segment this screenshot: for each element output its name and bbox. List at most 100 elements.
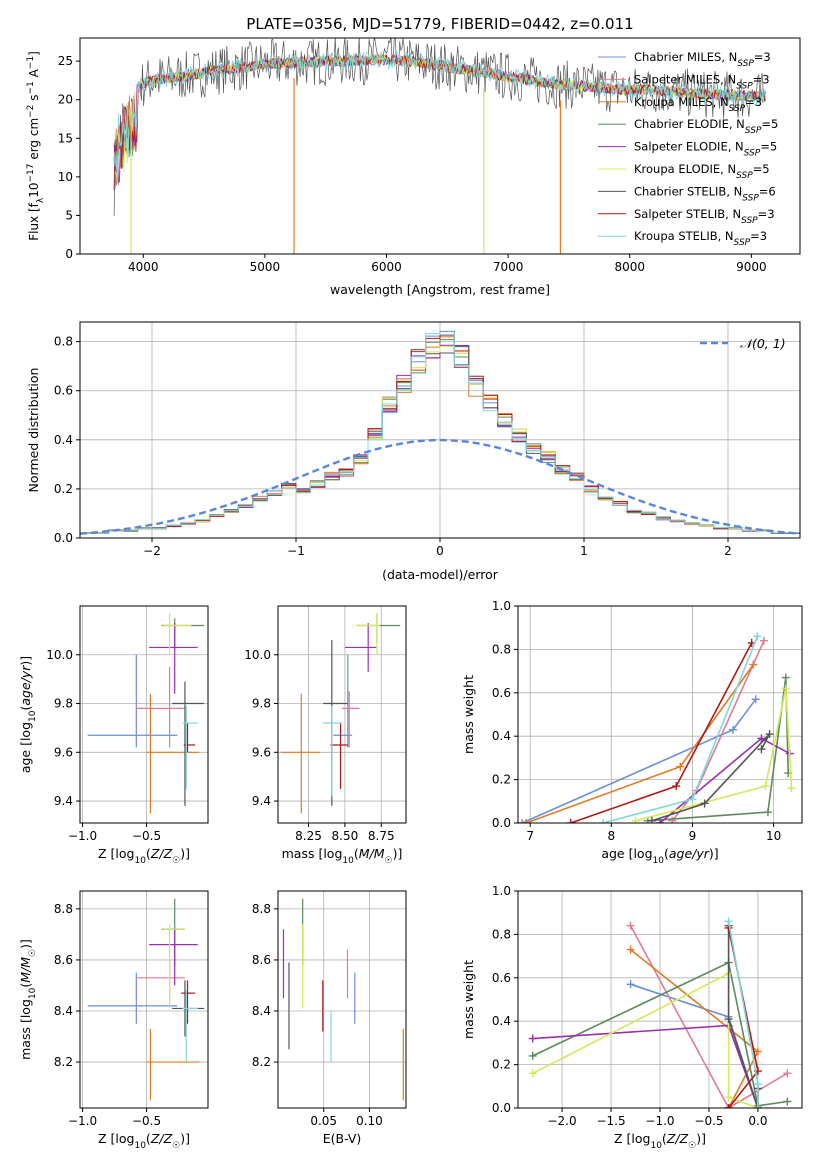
legend-label: Salpeter STELIB, NSSP=3 [634,207,775,226]
mw-vs-Z-series-line [532,961,788,1107]
mw-vs-age-ytick-label: 0.4 [492,729,511,743]
age-vs-Z-xtick-label: −0.5 [132,829,161,843]
histogram-ytick-label: 0.4 [54,433,73,447]
mw-vs-Z-marker [626,945,635,954]
mw-vs-age-marker [729,725,738,734]
mw-vs-Z-ytick-label: 0.6 [492,971,511,985]
mw-vs-Z-ytick-label: 0.0 [492,1101,511,1115]
legend-label: Salpeter MILES, NSSP=3 [634,72,770,91]
histogram-plot-area [80,330,800,535]
mass-vs-EBV-ytick-label: 8.8 [252,902,271,916]
age-vs-Z-errorbar-point [183,723,196,753]
mw-vs-Z-ytick-label: 0.2 [492,1058,511,1072]
mw-vs-Z-marker [626,921,635,930]
mw-vs-Z-marker [753,1080,762,1089]
histogram-ytick-label: 0.8 [54,335,73,349]
legend-label: Chabrier MILES, NSSP=3 [634,50,771,69]
spectrum-ytick-label: 5 [65,208,73,222]
mw-vs-age-marker [751,695,760,704]
gaussian-reference-curve [80,438,800,535]
age-vs-Z-errorbar-point [87,654,178,748]
age-vs-mass-frame [277,605,407,824]
mw-vs-age-marker [787,784,796,793]
mass-vs-EBV-axes: 0.05 0.10 8.2 8.4 8.6 8.8 E(B-V) [252,890,407,1146]
spectrum-line [113,49,766,184]
spectrum-ytick-label: 25 [58,54,73,68]
legend-label: Kroupa STELIB, NSSP=3 [634,229,767,248]
mw-vs-age-frame [517,605,803,824]
mw-vs-Z-series-line [532,1024,759,1108]
spectrum-ytick-label: 15 [58,131,73,145]
spectrum-xtick-label: 4000 [128,260,159,274]
mw-vs-age-plot-area [518,632,796,823]
legend-label: Salpeter ELODIE, NSSP=5 [634,140,777,159]
mass-vs-Z-errorbar-point [163,924,185,1009]
mw-vs-age-marker [566,819,575,823]
spectrum-xtick-label: 6000 [371,260,402,274]
mass-vs-Z-errorbar-point [181,980,196,1024]
mass-vs-Z-errorbar-point [149,929,198,986]
age-vs-mass-xtick-label: 8.75 [368,829,395,843]
histogram-xtick-label: −1 [287,544,305,558]
age-vs-mass-ytick-label: 10.0 [244,648,271,662]
mass-vs-Z-ylabel: mass [log10(M/M☉)] [18,939,38,1060]
age-vs-Z-errorbar-point [149,623,198,694]
mw-vs-Z-marker [724,1093,733,1102]
mw-vs-age-marker [759,636,768,645]
age-vs-mass-xtick-label: 8.50 [332,829,359,843]
mw-vs-Z-marker [783,1069,792,1078]
mw-vs-age-xtick-label: 7 [526,829,534,843]
mw-vs-Z-marker [724,917,733,926]
histogram-xtick-label: 2 [724,544,732,558]
age-vs-Z-errorbar-point [182,705,198,789]
mw-vs-Z-marker [626,980,635,989]
mw-vs-age-marker [631,816,640,823]
mw-vs-Z-marker [753,1047,762,1056]
mass-vs-Z-errorbar-point [182,990,198,1063]
mw-vs-age-marker [647,816,656,823]
mass-vs-EBV-ytick-label: 8.2 [252,1055,271,1069]
mw-vs-age-xtick-label: 9 [689,829,697,843]
age-vs-Z-frame [79,605,209,824]
histogram-step-line [80,333,800,534]
age-vs-mass-errorbar-point [280,693,321,814]
mw-vs-Z-marker [528,1034,537,1043]
mw-vs-Z-plot-area [528,917,792,1108]
age-vs-Z-errorbar-point [163,613,192,655]
histogram-ytick-label: 0.0 [54,531,73,545]
mw-vs-Z-marker [783,1097,792,1106]
age-vs-mass-errorbar-point [323,705,342,797]
mw-vs-Z-ytick-label: 0.8 [492,927,511,941]
age-vs-Z-ytick-label: 9.6 [54,745,73,759]
age-vs-Z-ylabel: age [log10(age/yr)] [18,656,38,773]
mw-vs-age-axes: 7 8 9 10 0.0 0.2 0.4 0.6 0.8 1.0 age [log10(age/yr… [461,599,803,866]
age-vs-mass-ytick-label: 9.4 [252,794,271,808]
mw-vs-age-marker [522,819,531,823]
spectrum-xtick-label: 8000 [614,260,645,274]
mw-vs-age-ylabel: mass weight [461,675,476,754]
mw-vs-age-marker [668,816,677,823]
mw-vs-Z-marker [724,1015,733,1024]
mass-vs-Z-xtick-label: −1.0 [68,1114,97,1128]
mw-vs-age-marker [781,673,790,682]
mw-vs-Z-marker [753,1104,762,1108]
age-vs-mass-axes: 8.25 8.50 8.75 9.4 9.6 9.8 10.0 mass [log10(M/M… [244,605,407,866]
mw-vs-age-marker [676,762,685,771]
mass-vs-Z-ytick-label: 8.8 [54,902,73,916]
mw-vs-age-series-line [651,733,771,822]
mw-vs-age-ytick-label: 0.8 [492,642,511,656]
mass-vs-Z-plot-area [87,898,205,1101]
age-vs-Z-plot-area [87,613,205,814]
mw-vs-Z-xlabel: Z [log10(Z/Z☉)] [614,1131,706,1151]
mw-vs-Z-xtick-label: −1.0 [645,1114,674,1128]
age-vs-Z-xtick-label: −1.0 [68,829,97,843]
mw-vs-age-series-line [635,688,793,822]
mw-vs-age-marker [599,819,608,823]
plots-group: 4000 5000 6000 7000 8000 90000510152025wavele… [18,37,803,1151]
spectrum-xtick-label: 9000 [736,260,767,274]
spectrum-plot-area [113,38,766,254]
legend-label: Kroupa ELODIE, NSSP=5 [634,162,770,181]
age-vs-Z-ytick-label: 9.4 [54,794,73,808]
mass-vs-EBV-plot-area [282,898,404,1101]
